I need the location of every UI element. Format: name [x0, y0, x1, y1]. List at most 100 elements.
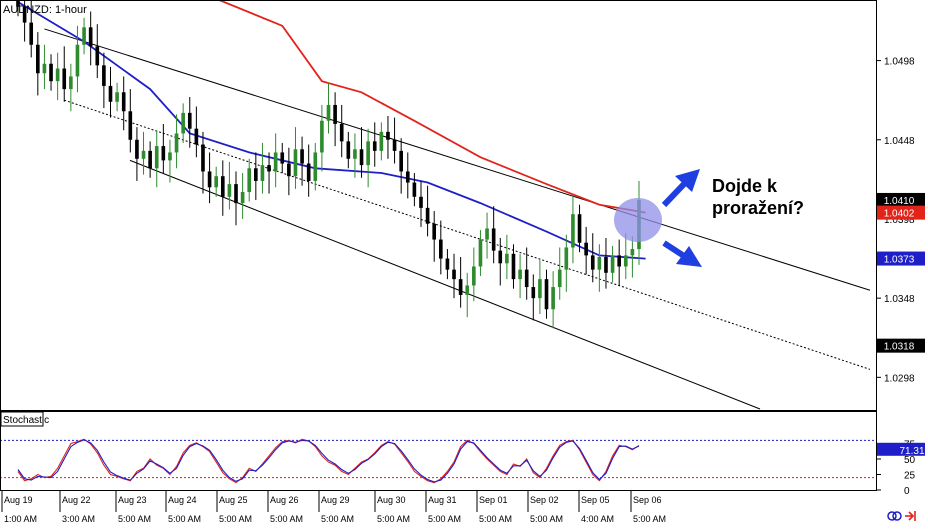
candle-body: [36, 44, 40, 74]
stochastic-panel-frame: [0, 411, 877, 491]
time-date-label: Sep 02: [530, 495, 559, 505]
candle-body: [181, 112, 185, 134]
candle-body: [55, 68, 60, 82]
candle-body: [69, 76, 73, 90]
arrow-up-shaft: [661, 180, 688, 208]
time-date-label: Aug 22: [62, 495, 91, 505]
stochastic-tick-label: 25: [904, 471, 916, 482]
time-date-label: Aug 31: [428, 495, 457, 505]
time-date-label: Aug 23: [118, 495, 147, 505]
stochastic-tick-label: 0: [904, 486, 910, 497]
price-tag-label: 1.0318: [884, 342, 915, 353]
candle-body: [320, 120, 324, 153]
candle-body: [399, 150, 403, 172]
chart-link-icon[interactable]: [887, 511, 902, 521]
candle-body: [16, 1, 20, 7]
candle-body: [564, 247, 569, 270]
candle-body: [234, 184, 238, 204]
price-axis: 1.0498 1.0448 1.0398 1.0348 1.0298: [877, 57, 915, 384]
time-hour-label: 5:00 AM: [530, 514, 563, 524]
candle-body: [254, 168, 258, 181]
annotation-text-line2: proražení?: [712, 198, 804, 218]
time-hour-label: 5:00 AM: [219, 514, 252, 524]
candle-body: [531, 287, 536, 299]
time-hour-label: 4:00 AM: [581, 514, 614, 524]
stochastic-value-label: 71.31: [899, 446, 924, 457]
candle-body: [201, 144, 205, 172]
candle-body: [313, 152, 318, 181]
candle-body: [227, 184, 232, 197]
stochastic-d-line: [17, 439, 640, 483]
candle-body: [260, 165, 265, 181]
candle-body: [379, 131, 384, 151]
candle-body: [174, 133, 179, 153]
price-tick-label: 1.0498: [884, 57, 915, 68]
scroll-right-icon[interactable]: [905, 511, 916, 521]
candle-body: [412, 182, 417, 197]
candle-body: [121, 92, 126, 112]
candle-body: [432, 223, 437, 240]
time-date-label: Sep 01: [479, 495, 508, 505]
candle-body: [584, 242, 588, 256]
stochastic-tick-label: 50: [904, 455, 916, 466]
time-hour-label: 5:00 AM: [377, 514, 410, 524]
candle-body: [405, 171, 410, 183]
stochastic-k-line: [17, 438, 640, 484]
candle-body: [141, 150, 146, 159]
candle-body: [214, 176, 219, 188]
candle-body: [518, 269, 522, 280]
candle-body: [42, 63, 47, 74]
candle-body: [630, 249, 635, 256]
candle-body: [551, 287, 555, 310]
candle-body: [95, 46, 100, 66]
candle-body: [326, 104, 331, 121]
time-date-label: Aug 24: [168, 495, 197, 505]
candle-body: [392, 139, 397, 151]
stochastic-title: Stochastic: [3, 415, 49, 426]
candle-body: [359, 149, 364, 166]
time-date-label: Aug 25: [219, 495, 248, 505]
candle-body: [154, 146, 159, 169]
time-hour-label: 5:00 AM: [118, 514, 151, 524]
candle-body: [306, 163, 311, 181]
time-date-label: Aug 19: [4, 495, 33, 505]
price-tag-label: 1.0373: [884, 255, 915, 266]
candle-body: [458, 279, 463, 295]
candle-body: [604, 256, 608, 273]
candle-body: [115, 92, 119, 102]
candle-body: [452, 269, 456, 280]
candle-body: [511, 253, 516, 280]
candle-body: [293, 149, 298, 177]
price-tag: [877, 192, 925, 207]
time-axis: Aug 19 1:00 AM Aug 22 3:00 AM Aug 23 5:00 AM A…: [1, 490, 666, 524]
ma-long-line: [219, 1, 646, 214]
price-tick-label: 1.0298: [884, 373, 915, 384]
candle-body: [82, 27, 86, 45]
main-panel-frame: [0, 0, 877, 411]
time-hour-label: 5:00 AM: [168, 514, 201, 524]
candle-body: [240, 192, 245, 204]
candle-body: [161, 146, 166, 161]
price-tag: [877, 205, 925, 220]
candle-body: [207, 171, 212, 188]
candle-body: [610, 255, 615, 273]
candle-body: [544, 279, 549, 310]
candle-body: [386, 131, 390, 140]
arrow-down-shaft: [662, 240, 686, 259]
candle-body: [623, 255, 628, 267]
candle-body: [597, 256, 602, 270]
time-hour-label: 5:00 AM: [428, 514, 461, 524]
price-tag-label: 1.0410: [884, 196, 915, 207]
chart-title: AUDNZD: 1-hour: [3, 4, 87, 16]
candle-body: [135, 139, 139, 159]
candle-body: [445, 258, 450, 270]
candle-body: [478, 239, 483, 267]
moving-averages: [17, 1, 646, 260]
candle-body: [220, 176, 225, 197]
time-date-label: Aug 29: [321, 495, 350, 505]
candle-body: [22, 6, 27, 23]
stochastic-lines: [1, 438, 876, 484]
time-hour-label: 1:00 AM: [4, 514, 37, 524]
